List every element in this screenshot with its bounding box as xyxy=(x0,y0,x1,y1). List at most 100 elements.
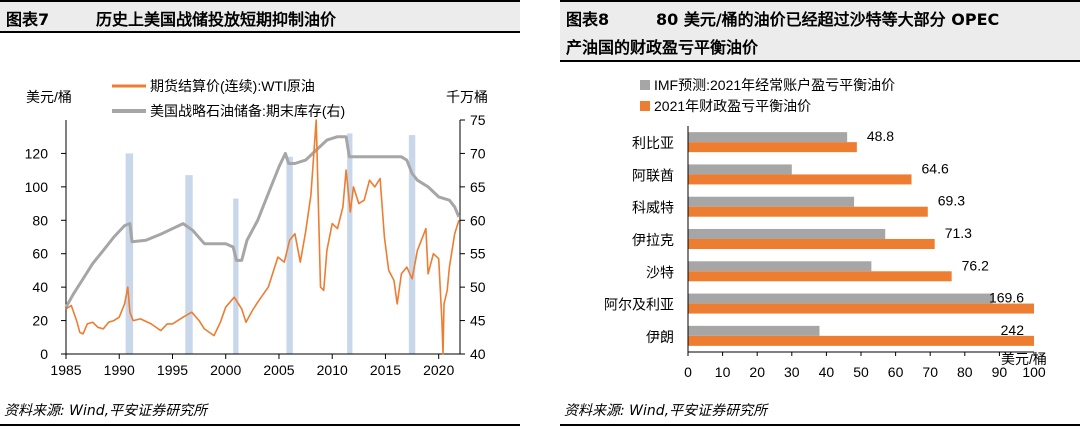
x-tick-label: 10 xyxy=(715,364,731,380)
fiscal-value-label: 48.8 xyxy=(867,128,894,144)
category-label: 伊拉克 xyxy=(632,232,674,248)
right-bottom-rule xyxy=(560,424,1080,426)
x-tick-label: 100 xyxy=(1022,364,1046,380)
fiscal-value-label: 169.6 xyxy=(989,290,1024,306)
category-label: 科威特 xyxy=(632,200,674,216)
wti-price-line xyxy=(65,119,460,355)
fiscal-value-label: 242 xyxy=(1001,322,1025,338)
x-tick-label: 2015 xyxy=(370,362,401,378)
fiscal-bar xyxy=(688,174,912,185)
left-chart-panel: 图表7 历史上美国战储投放短期抑制油价 1985 1990 1995 2000 2005… xyxy=(0,0,520,434)
right-y-tick-label: 40 xyxy=(470,346,486,362)
fiscal-bar xyxy=(688,335,1034,346)
left-figure-title: 历史上美国战储投放短期抑制油价 xyxy=(96,10,337,29)
fiscal-bar xyxy=(688,303,1034,314)
right-figure-number: 图表8 xyxy=(566,10,610,29)
imf-bar xyxy=(688,164,792,175)
fiscal-value-label: 71.3 xyxy=(945,225,972,241)
release-period-band xyxy=(185,175,193,354)
legend-swatch-fiscal xyxy=(640,101,650,111)
legend-label-fiscal: 2021年财政盈亏平衡油价 xyxy=(654,98,811,114)
imf-bar xyxy=(688,293,993,304)
release-period-bands xyxy=(125,133,416,354)
release-period-band xyxy=(408,135,416,354)
left-y-tick-label: 40 xyxy=(32,279,48,295)
x-tick-label: 1995 xyxy=(157,362,188,378)
category-label: 阿尔及利亚 xyxy=(604,297,674,313)
category-label: 阿联酋 xyxy=(632,167,674,183)
fiscal-bar xyxy=(688,271,952,282)
right-chart-ticks: 0 10 20 30 40 50 60 70 80 90 100 xyxy=(684,352,1046,380)
fiscal-bar xyxy=(688,142,857,153)
left-y-tick-label: 60 xyxy=(32,246,48,262)
left-figure-number: 图表7 xyxy=(6,10,50,29)
x-tick-label: 50 xyxy=(853,364,869,380)
right-source-note: 资料来源: Wind,平安证券研究所 xyxy=(564,403,768,419)
release-period-band xyxy=(233,198,239,354)
left-chart-svg: 1985 1990 1995 2000 2005 2010 2015 2020 0 20 40 60 8… xyxy=(25,78,488,378)
fiscal-bar xyxy=(688,239,935,249)
x-tick-label: 60 xyxy=(888,364,904,380)
category-label: 伊朗 xyxy=(646,329,674,345)
x-tick-label: 2020 xyxy=(423,362,454,378)
right-figure-title-line2: 产油国的财政盈亏平衡油价 xyxy=(566,38,759,57)
x-tick-label: 2010 xyxy=(317,362,348,378)
x-tick-label: 70 xyxy=(922,364,938,380)
right-bars: 利比亚 48.8 阿联酋 64.6 科威特 69.3 伊拉克 71.3 沙特 76.2 阿尔及利亚 1… xyxy=(604,128,1034,346)
left-y-unit-label: 美元/桶 xyxy=(26,89,72,105)
fiscal-value-label: 64.6 xyxy=(922,160,949,176)
left-y-tick-label: 0 xyxy=(40,346,48,362)
right-y-tick-label: 75 xyxy=(470,112,486,128)
right-y-unit-label: 千万桶 xyxy=(446,89,488,105)
category-label: 沙特 xyxy=(646,264,674,280)
legend-swatch-imf xyxy=(640,80,650,90)
x-tick-label: 2000 xyxy=(210,362,241,378)
category-label: 利比亚 xyxy=(632,135,674,151)
fiscal-value-label: 76.2 xyxy=(962,257,989,273)
imf-bar xyxy=(688,261,872,272)
imf-bar xyxy=(688,196,855,207)
left-chart-ticks: 1985 1990 1995 2000 2005 2010 2015 2020 0 20 40 60 8… xyxy=(25,112,486,378)
right-y-tick-label: 60 xyxy=(470,212,486,228)
left-chart-axes xyxy=(65,120,461,355)
left-source-note: 资料来源: Wind,平安证券研究所 xyxy=(4,403,208,419)
x-tick-label: 30 xyxy=(784,364,800,380)
legend-label-imf: IMF预测:2021年经常账户盈亏平衡油价 xyxy=(654,77,895,93)
release-period-band xyxy=(125,153,134,354)
legend-label-wti: 期货结算价(连续):WTI原油 xyxy=(150,78,315,94)
right-x-unit-label: 美元/桶 xyxy=(1001,351,1047,367)
fiscal-value-label: 69.3 xyxy=(938,193,965,209)
right-chart-svg: IMF预测:2021年经常账户盈亏平衡油价 2021年财政盈亏平衡油价 利比亚 4… xyxy=(604,77,1047,380)
left-y-tick-label: 120 xyxy=(25,145,49,161)
release-period-band xyxy=(286,156,293,354)
right-y-tick-label: 55 xyxy=(470,246,486,262)
right-y-tick-label: 65 xyxy=(470,179,486,195)
right-title-bar: 图表8 80 美元/桶的油价已经超过沙特等大部分 OPEC 产油国的财政盈亏平衡… xyxy=(560,0,1080,62)
right-figure-title-line1: 80 美元/桶的油价已经超过沙特等大部分 OPEC xyxy=(656,10,1000,29)
fiscal-bar xyxy=(688,206,928,217)
right-legend: IMF预测:2021年经常账户盈亏平衡油价 2021年财政盈亏平衡油价 xyxy=(640,77,895,114)
x-tick-label: 40 xyxy=(819,364,835,380)
spr-inventory-line xyxy=(64,135,461,308)
imf-bar xyxy=(688,229,886,239)
left-title-bar: 图表7 历史上美国战储投放短期抑制油价 xyxy=(0,0,520,33)
legend-label-spr: 美国战略石油储备:期末库存(右) xyxy=(150,103,345,119)
left-bottom-rule xyxy=(0,424,520,426)
imf-bar xyxy=(688,132,848,143)
x-tick-label: 0 xyxy=(684,364,692,380)
right-chart-panel: 图表8 80 美元/桶的油价已经超过沙特等大部分 OPEC 产油国的财政盈亏平衡… xyxy=(560,0,1080,434)
x-tick-label: 1990 xyxy=(104,362,135,378)
release-period-band xyxy=(347,133,353,354)
left-legend: 期货结算价(连续):WTI原油 美国战略石油储备:期末库存(右) xyxy=(112,78,345,119)
left-y-tick-label: 20 xyxy=(32,313,48,329)
x-tick-label: 90 xyxy=(992,364,1008,380)
imf-bar xyxy=(688,325,820,336)
left-y-tick-label: 80 xyxy=(32,212,48,228)
x-tick-label: 1985 xyxy=(50,362,81,378)
x-tick-label: 20 xyxy=(749,364,765,380)
left-y-tick-label: 100 xyxy=(25,179,49,195)
x-tick-label: 2005 xyxy=(263,362,294,378)
right-y-tick-label: 50 xyxy=(470,279,486,295)
right-y-tick-label: 45 xyxy=(470,313,486,329)
right-y-tick-label: 70 xyxy=(470,145,486,161)
